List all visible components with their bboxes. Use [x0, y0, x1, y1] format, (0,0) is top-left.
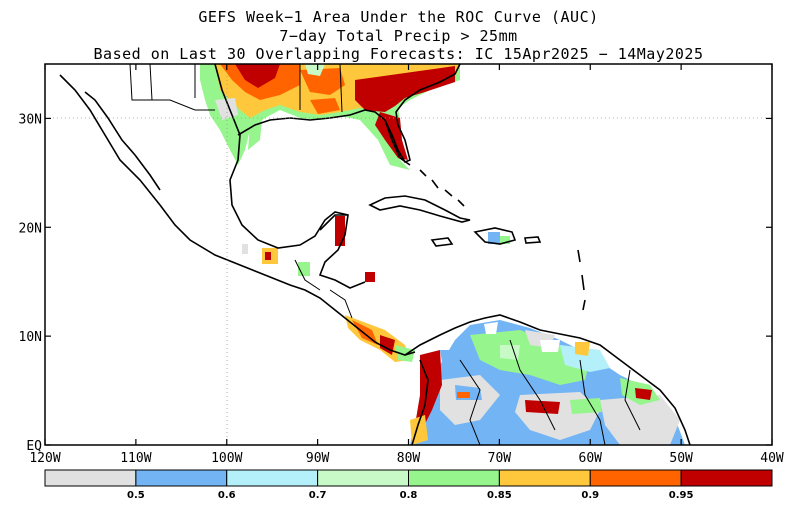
colorbar-label: 0.85	[487, 490, 512, 501]
lon-tick-label: 100W	[211, 451, 242, 466]
longitude-axis: 120W 110W 100W 90W 80W 70W 60W 50W 40W	[29, 64, 784, 466]
lat-tick-label: EQ	[26, 439, 42, 454]
lat-tick-label: 20N	[19, 221, 42, 236]
colorbar-label: 0.9	[581, 490, 599, 501]
latitude-axis: EQ 10N 20N 30N	[19, 112, 772, 454]
lat-tick-label: 30N	[19, 112, 42, 127]
colorbar-swatch	[317, 469, 409, 487]
colorbar-label: 0.8	[400, 490, 418, 501]
lon-tick-label: 40W	[760, 451, 784, 466]
lon-tick-label: 110W	[120, 451, 151, 466]
colorbar-swatch	[589, 469, 682, 487]
colorbar-swatch	[44, 469, 137, 487]
map-subtitle: 7−day Total Precip > 25mm	[279, 27, 518, 45]
south-america-auc-field	[410, 320, 685, 445]
lon-tick-label: 80W	[397, 451, 421, 466]
colorbar-label: 0.7	[309, 490, 327, 501]
caribbean-auc-field	[488, 232, 510, 244]
ocean	[45, 64, 772, 445]
coastlines	[59, 64, 691, 445]
lon-tick-label: 90W	[306, 451, 330, 466]
colorbar-swatch	[408, 469, 500, 487]
colorbar-swatch	[498, 469, 591, 487]
colorbar-label: 0.5	[127, 490, 145, 501]
colorbar: 0.5 0.6 0.7 0.8 0.85 0.9 0.95	[44, 469, 773, 501]
lon-tick-label: 50W	[669, 451, 693, 466]
borders	[129, 64, 641, 445]
lon-tick-label: 60W	[579, 451, 603, 466]
map-canvas	[45, 64, 772, 445]
map-forecast-period: Based on Last 30 Overlapping Forecasts: …	[93, 45, 704, 63]
map-title: GEFS Week−1 Area Under the ROC Curve (AU…	[198, 8, 599, 26]
colorbar-swatch	[680, 469, 773, 487]
lon-tick-label: 70W	[488, 451, 512, 466]
colorbar-swatch	[135, 469, 228, 487]
lon-tick-label: 120W	[29, 451, 60, 466]
lat-tick-label: 10N	[19, 330, 42, 345]
colorbar-swatch	[226, 469, 319, 487]
colorbar-label: 0.6	[218, 490, 236, 501]
colorbar-label: 0.95	[669, 490, 694, 501]
